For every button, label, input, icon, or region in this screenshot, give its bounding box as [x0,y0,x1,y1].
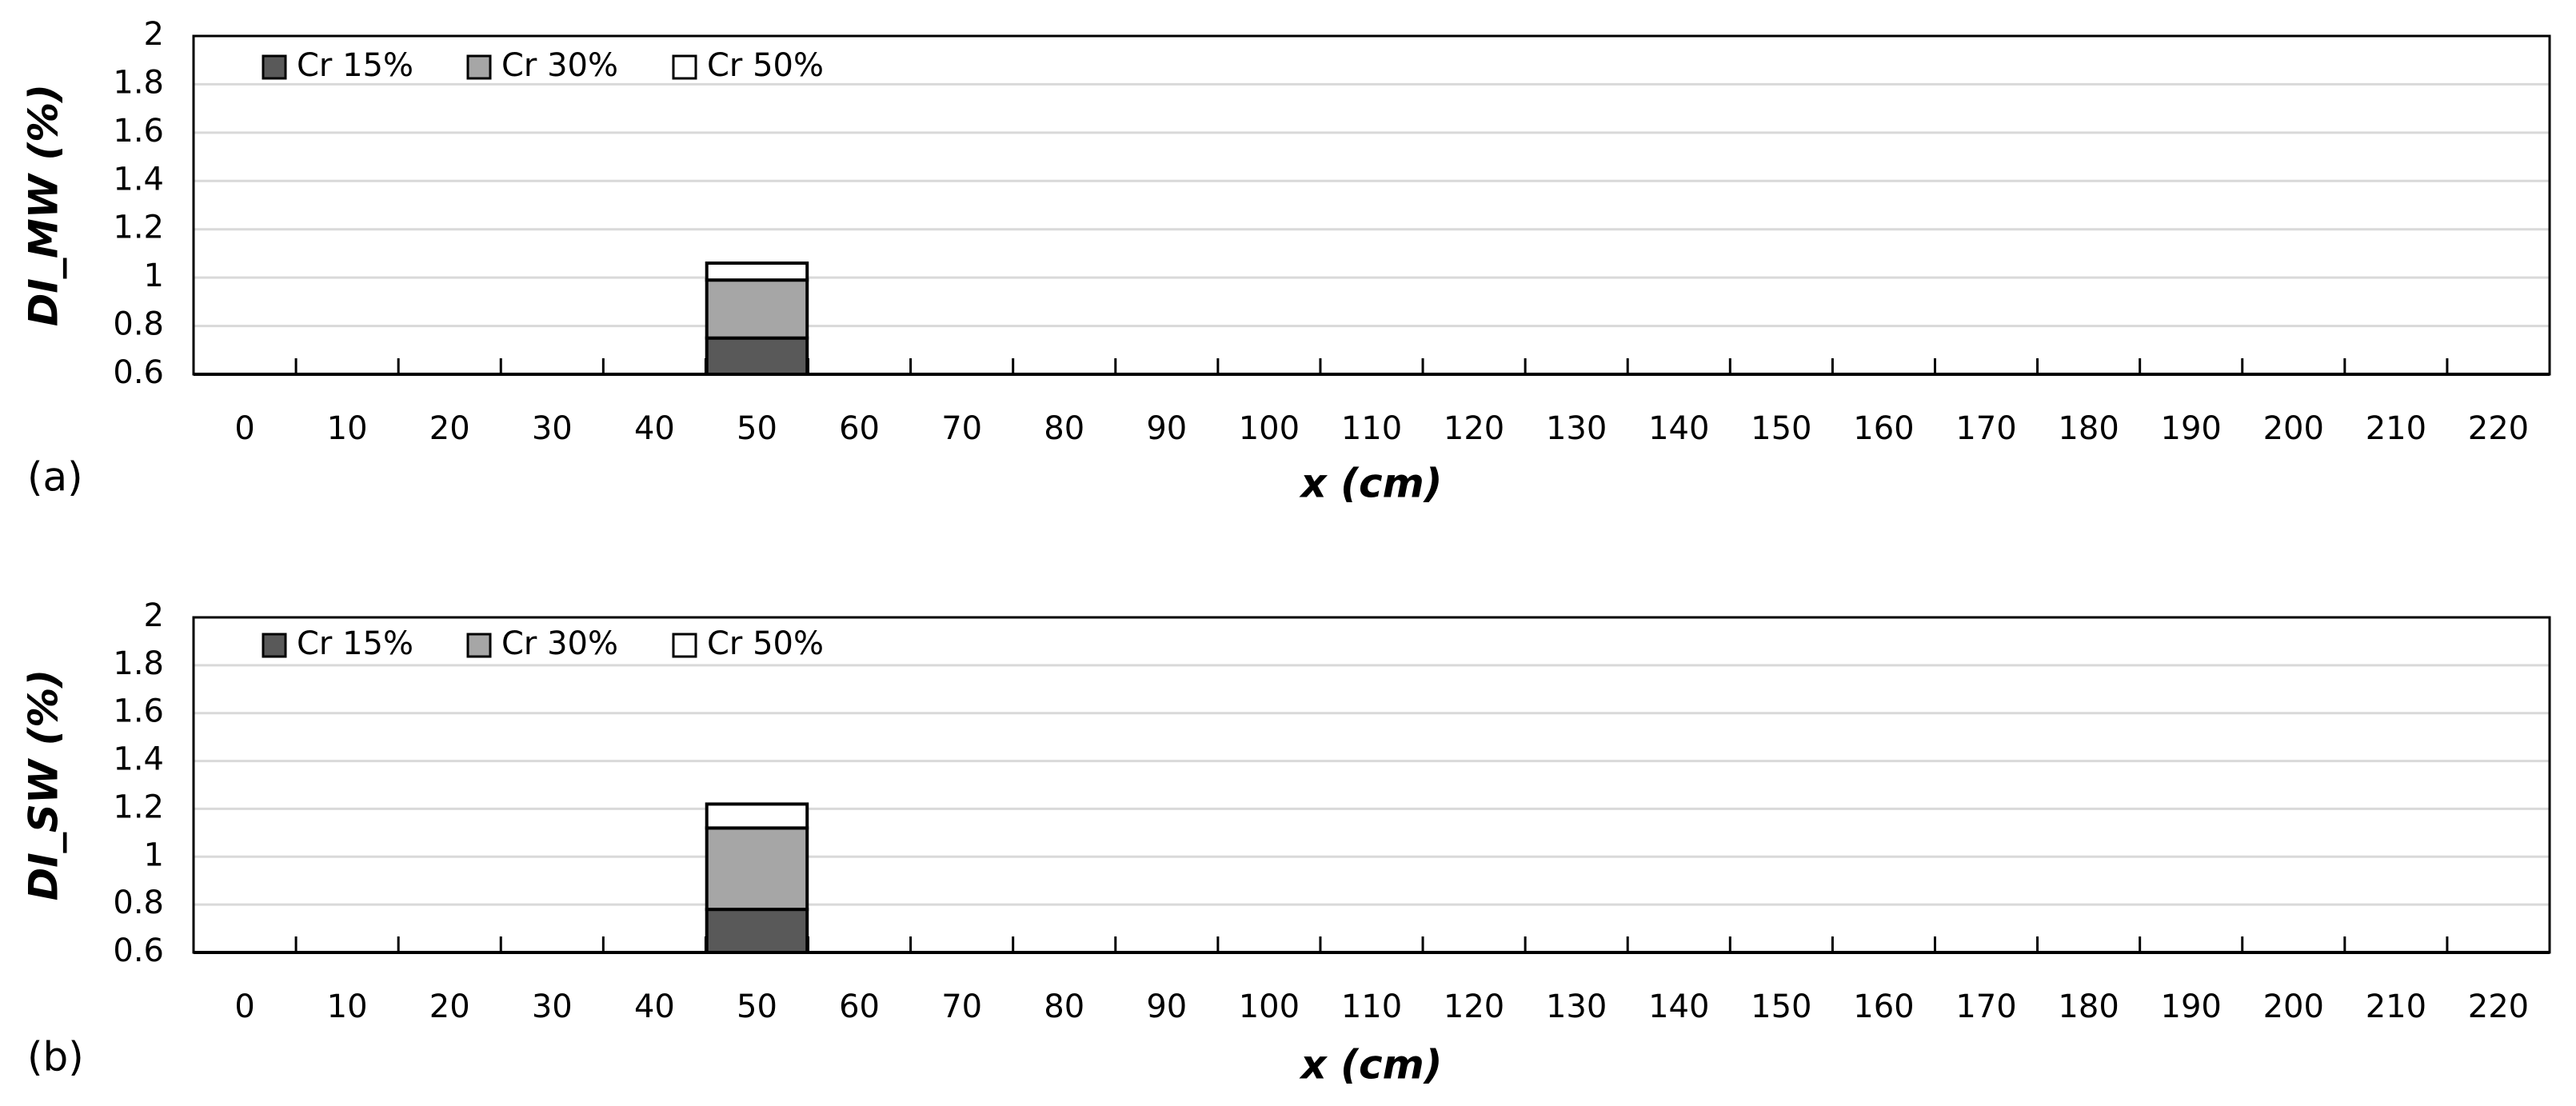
y-tick-label: 0.6 [113,932,164,969]
x-tick-label: 60 [839,988,880,1025]
x-tick-label: 40 [634,988,675,1025]
x-tick-label: 200 [2263,410,2324,447]
y-tick-label: 1.4 [113,741,164,778]
y-tick-label: 1.8 [113,645,164,682]
x-axis-label: x (cm) [1298,461,1442,507]
x-tick-label: 150 [1751,410,1811,447]
x-tick-label: 140 [1648,410,1709,447]
legend-swatch [466,633,492,658]
bars [705,802,809,952]
x-tick-label: 180 [2058,988,2119,1025]
legend-label: Cr 30% [501,625,618,662]
x-tick-label: 0 [234,410,254,447]
legend-swatch [262,54,287,80]
x-tick-label: 220 [2468,988,2529,1025]
bar-segment [705,826,809,912]
x-tick-label: 210 [2366,410,2426,447]
x-tick-label: 80 [1044,988,1084,1025]
x-tick-label: 210 [2366,988,2426,1025]
x-tick-label: 10 [327,988,368,1025]
legend-label: Cr 30% [501,47,618,84]
x-tick-label: 120 [1444,988,1504,1025]
x-tick-label: 20 [429,988,470,1025]
panel-label: (b) [27,1034,84,1080]
y-tick-label: 0.8 [113,306,164,343]
x-tick-label: 20 [429,410,470,447]
x-tick-label: 50 [737,988,777,1025]
x-tick-label: 180 [2058,410,2119,447]
plot-frame [192,34,2551,376]
x-tick-label: 30 [532,988,573,1025]
x-tick-label: 90 [1146,410,1187,447]
y-axis-label: DI_MW (%) [21,84,67,326]
legend-label: Cr 15% [297,625,413,662]
x-tick-label: 90 [1146,988,1187,1025]
legend-swatch [262,633,287,658]
x-tick-label: 140 [1648,988,1709,1025]
legend-swatch [672,54,697,80]
y-tick-label: 2 [144,16,164,53]
y-tick-label: 0.6 [113,354,164,391]
legend-label: Cr 50% [707,625,824,662]
x-tick-label: 70 [941,410,982,447]
legend-swatch [466,54,492,80]
bar-segment [705,262,809,282]
y-tick-label: 0.8 [113,884,164,921]
y-tick-label: 2 [144,597,164,634]
y-tick-label: 1.2 [113,210,164,246]
x-tick-label: 10 [327,410,368,447]
y-tick-label: 1.6 [113,113,164,150]
x-tick-label: 100 [1239,410,1300,447]
x-tick-label: 130 [1546,988,1607,1025]
plot-frame [192,616,2551,954]
x-tick-label: 70 [941,988,982,1025]
y-tick-label: 1.8 [113,64,164,101]
bar-segment [705,802,809,830]
legend-swatch [672,633,697,658]
x-tick-label: 40 [634,410,675,447]
y-tick-label: 1 [144,258,164,294]
x-tick-label: 190 [2161,988,2222,1025]
bars [705,262,809,374]
y-tick-label: 1.4 [113,161,164,198]
x-tick-label: 100 [1239,988,1300,1025]
x-axis-label: x (cm) [1298,1042,1442,1088]
y-axis-label: DI_SW (%) [21,669,67,900]
x-tick-label: 200 [2263,988,2324,1025]
x-tick-label: 0 [234,988,254,1025]
x-tick-label: 190 [2161,410,2222,447]
x-tick-label: 220 [2468,410,2529,447]
x-tick-label: 110 [1341,988,1402,1025]
y-tick-label: 1.2 [113,789,164,825]
x-tick-label: 60 [839,410,880,447]
x-tick-label: 130 [1546,410,1607,447]
x-tick-label: 80 [1044,410,1084,447]
x-tick-label: 30 [532,410,573,447]
bar-segment [705,278,809,340]
x-tick-label: 50 [737,410,777,447]
y-tick-label: 1 [144,836,164,873]
x-tick-label: 170 [1955,988,2016,1025]
x-tick-label: 110 [1341,410,1402,447]
y-tick-label: 1.6 [113,693,164,730]
x-tick-label: 160 [1853,988,1914,1025]
legend-label: Cr 50% [707,47,824,84]
x-tick-label: 160 [1853,410,1914,447]
panel-label: (a) [27,454,83,501]
legend-label: Cr 15% [297,47,413,84]
x-tick-label: 170 [1955,410,2016,447]
x-tick-label: 150 [1751,988,1811,1025]
x-tick-label: 120 [1444,410,1504,447]
